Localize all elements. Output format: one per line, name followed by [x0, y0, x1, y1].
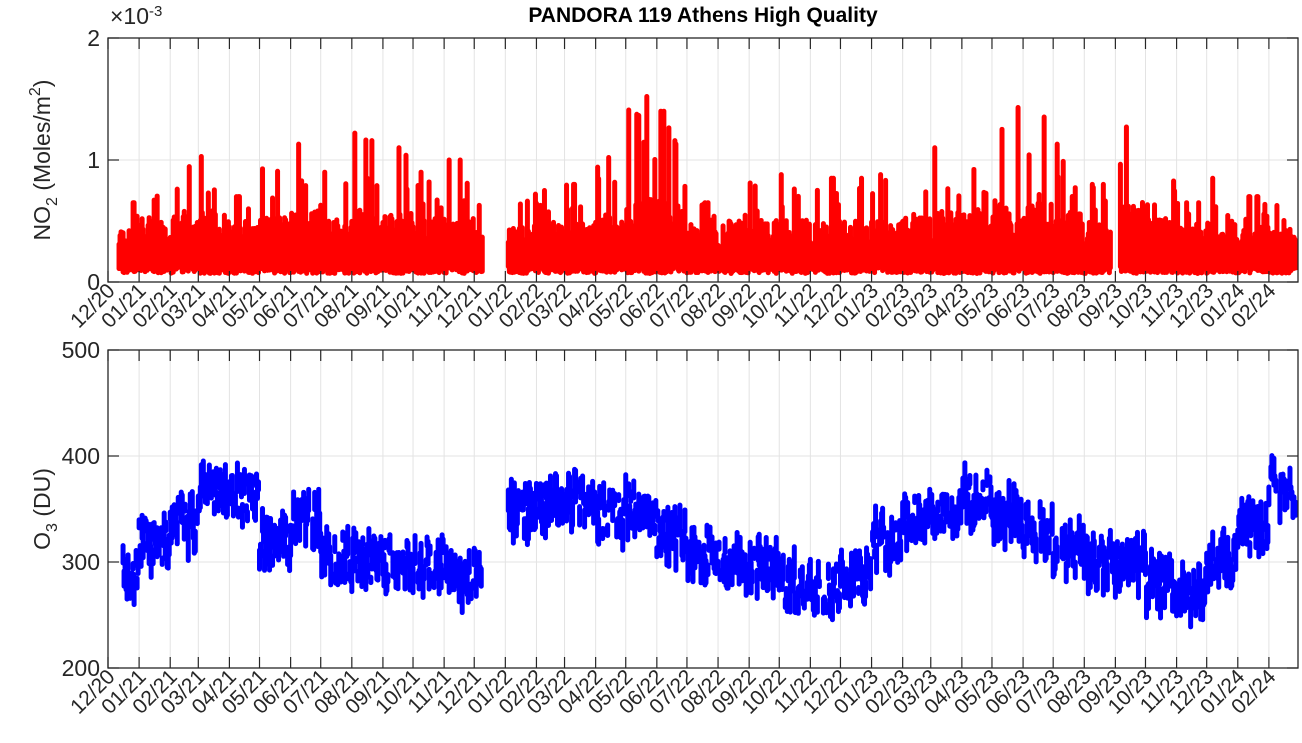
y-tick-label: 500: [62, 337, 100, 363]
no2-panel: 12/2001/2102/2103/2104/2105/2106/2107/21…: [27, 3, 1299, 333]
exponent-base: ×10: [110, 3, 149, 29]
exponent-power: -3: [149, 3, 162, 20]
y-axis-label: O3 (DU): [29, 468, 61, 550]
o3-series: [120, 453, 1299, 630]
y-axis-label-part: 2: [27, 87, 44, 96]
y-axis-label-part: NO: [29, 206, 55, 241]
y-axis-label-part: 2: [44, 197, 61, 206]
y-axis-label-part: 3: [44, 523, 61, 532]
y-tick-label: 200: [62, 655, 100, 681]
y-tick-label: 300: [62, 549, 100, 575]
y-axis-label-part: (DU): [29, 468, 55, 523]
y-axis-label-part: O: [29, 532, 55, 550]
axes-box: [107, 349, 1299, 669]
y-tick-label: 400: [62, 443, 100, 469]
no2-series: [116, 94, 1299, 276]
y-tick-label: 2: [87, 25, 100, 51]
y-tick-label: 0: [87, 269, 100, 295]
o3-panel: 12/2001/2102/2103/2104/2105/2106/2107/21…: [29, 337, 1299, 719]
y-axis-label: NO2 (Moles/m2): [27, 80, 61, 241]
exponent-label: ×10-3: [110, 3, 162, 29]
y-axis-label-part: ): [29, 80, 55, 88]
y-tick-label: 1: [87, 147, 100, 173]
y-axis-label-part: (Moles/m: [29, 96, 55, 197]
chart-title: PANDORA 119 Athens High Quality: [528, 4, 878, 27]
